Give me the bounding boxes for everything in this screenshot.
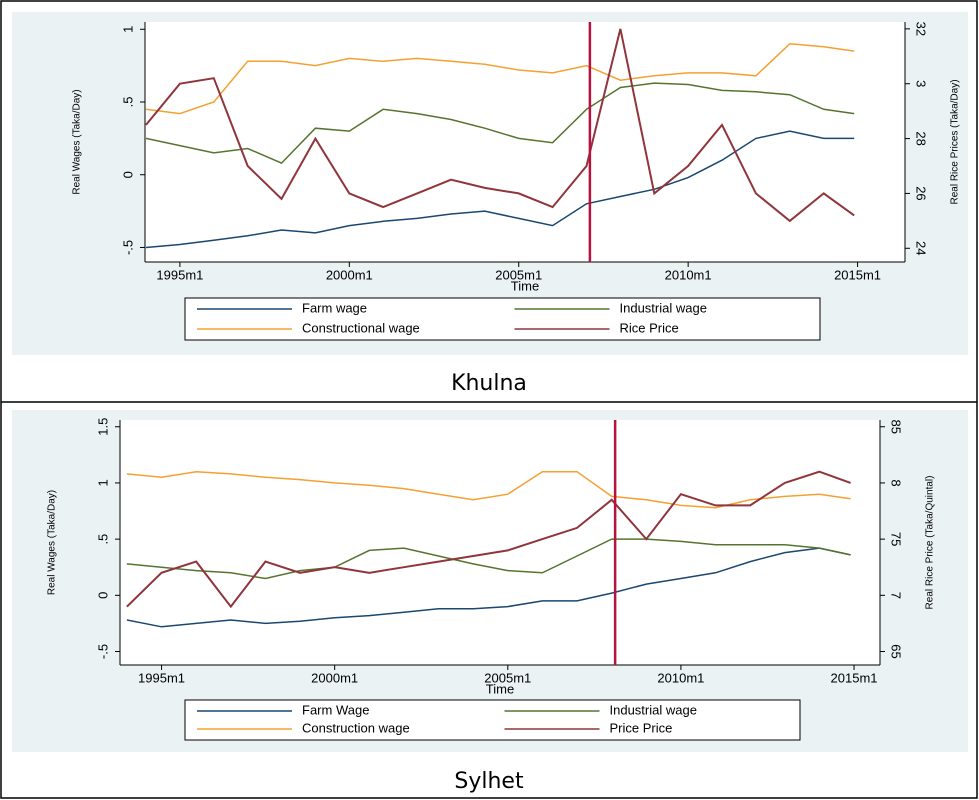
y2-tick-label: 24: [914, 241, 929, 255]
legend-label: Industrial wage: [620, 300, 707, 315]
y-axis-title: Real Wages (Taka/Day): [47, 490, 58, 595]
x-tick-label: 1995m1: [138, 670, 185, 685]
y2-tick-label: 8: [889, 479, 904, 486]
y-tick-label: 1: [95, 479, 110, 486]
y2-axis-title: Real Rice Price (Taka/Quintal): [925, 476, 936, 610]
y-tick-label: -.5: [120, 240, 135, 255]
y-tick-label: .5: [120, 97, 135, 108]
y-tick-label: 0: [120, 171, 135, 178]
series-line: [145, 43, 855, 115]
series-line: [126, 547, 851, 628]
x-tick-label: 2015m1: [831, 670, 878, 685]
legend-box: [184, 297, 821, 341]
legend-label: Constructional wage: [302, 320, 420, 335]
x-tick-label: 2000m1: [311, 670, 358, 685]
legend-label: Construction wage: [302, 720, 410, 735]
y-tick-label: 0: [95, 592, 110, 599]
y2-tick-label: 26: [914, 186, 929, 200]
y-tick-label: -.5: [95, 644, 110, 659]
legend-label: Price Price: [610, 720, 673, 735]
legend-label: Rice Price: [620, 320, 679, 335]
series-line: [126, 538, 851, 580]
y2-tick-label: 75: [889, 532, 904, 546]
x-tick-label: 2010m1: [657, 670, 704, 685]
y2-tick-label: 65: [889, 644, 904, 658]
series-line: [126, 470, 851, 509]
y2-tick-label: 85: [889, 420, 904, 434]
series-line: [126, 470, 851, 609]
x-axis-title: Time: [486, 681, 514, 696]
caption: Khulna: [451, 371, 527, 396]
y2-tick-label: 3: [914, 80, 929, 87]
y2-tick-label: 28: [914, 131, 929, 145]
x-tick-label: 2015m1: [834, 267, 881, 282]
legend-label: Industrial wage: [610, 702, 697, 717]
series-line: [145, 82, 855, 164]
legend-label: Farm wage: [302, 300, 367, 315]
x-tick-label: 2005m1: [495, 267, 542, 282]
x-tick-label: 1995m1: [156, 267, 203, 282]
y2-tick-label: 32: [914, 22, 929, 36]
legend-label: Farm Wage: [302, 702, 369, 717]
y-axis-title: Real Wages (Taka/Day): [72, 89, 83, 194]
x-tick-label: 2000m1: [326, 267, 373, 282]
plot-area: [145, 22, 905, 262]
plot-area: [120, 420, 880, 665]
caption: Sylhet: [454, 769, 524, 794]
x-axis-title: Time: [511, 278, 539, 293]
y2-tick-label: 7: [889, 592, 904, 599]
y2-axis-title: Real Rice Prices (Taka/Day): [950, 79, 961, 204]
legend-box: [184, 699, 801, 741]
y-tick-label: .5: [95, 534, 110, 545]
series-line: [145, 130, 855, 249]
x-tick-label: 2005m1: [484, 670, 531, 685]
x-tick-label: 2010m1: [665, 267, 712, 282]
y-tick-label: 1.5: [95, 418, 110, 436]
series-line: [145, 28, 855, 223]
y-tick-label: 1: [120, 26, 135, 33]
